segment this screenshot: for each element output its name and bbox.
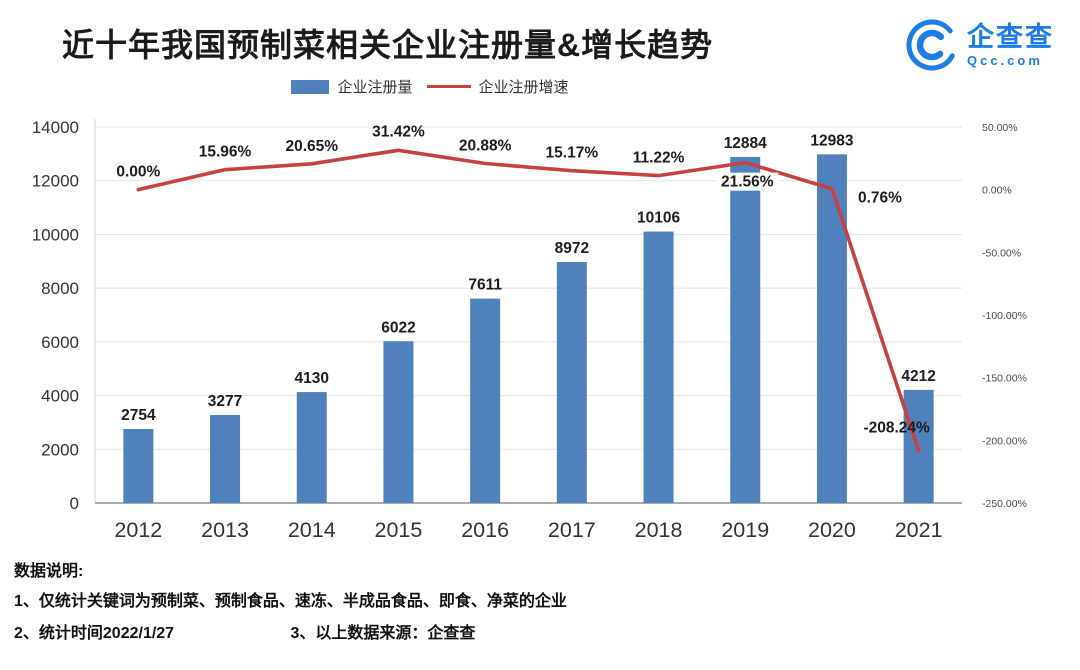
footnote-2: 2、统计时间2022/1/27 [14, 625, 175, 642]
left-axis-tick: 12000 [32, 172, 79, 191]
left-axis-tick: 10000 [32, 225, 79, 244]
logo-domain: Qcc.com [967, 52, 1043, 68]
x-axis-label: 2020 [808, 518, 856, 542]
growth-line [136, 148, 921, 453]
right-axis-tick: 50.00% [982, 122, 1018, 134]
bar-2019 [730, 156, 761, 503]
bar-value-label: 2754 [121, 407, 156, 424]
x-axis-label: 2015 [375, 518, 423, 542]
combo-chart: 0 2000 4000 6000 8000 10000 12000 14000 50.00% 0.… [0, 99, 1080, 551]
x-axis-label: 2018 [635, 518, 683, 542]
right-axis-tick: 0.00% [982, 185, 1012, 197]
line-point-label: 20.88% [459, 137, 512, 154]
left-axis-tick: 4000 [41, 387, 79, 406]
x-axis-label: 2021 [895, 518, 943, 542]
right-axis-tick: -150.00% [982, 373, 1027, 385]
bar-2014 [296, 392, 327, 503]
footnote-1: 1、仅统计关键词为预制菜、预制食品、速冻、半成品食品、即食、净菜的企业 [14, 593, 567, 610]
header: 近十年我国预制菜相关企业注册量&增长趋势 企查查 Qcc.com [0, 0, 1080, 72]
footnote-3: 3、以上数据来源：企查查 [290, 625, 476, 642]
qcc-logo-icon [906, 19, 958, 71]
line-point-label: 15.17% [546, 145, 599, 162]
right-axis-tick: -100.00% [982, 310, 1027, 322]
bar-value-label: 3277 [208, 393, 242, 410]
line-point-label: 31.42% [372, 123, 425, 140]
left-axis-tick: 0 [70, 494, 79, 513]
qcc-logo-text: 企查查 Qcc.com [967, 21, 1054, 68]
right-axis-tick: -250.00% [982, 498, 1027, 510]
x-axis-label: 2012 [114, 518, 162, 542]
bar-2015 [383, 341, 414, 503]
line-point-label: 15.96% [199, 144, 252, 161]
chart-canvas: 0 2000 4000 6000 8000 10000 12000 14000 50.00% 0.… [32, 118, 1027, 542]
bar-2018 [643, 231, 674, 503]
bar-value-label: 4212 [901, 368, 935, 385]
footnote-heading: 数据说明: [14, 563, 84, 580]
line-point-label: 20.65% [285, 138, 338, 155]
bar-value-label: 12983 [810, 132, 853, 149]
line-point-label: 21.56% [721, 174, 774, 191]
page-title: 近十年我国预制菜相关企业注册量&增长趋势 [62, 27, 714, 63]
x-axis-label: 2014 [288, 518, 336, 542]
x-axis-label: 2013 [201, 518, 249, 542]
bar-2017 [556, 262, 587, 503]
bar-value-label: 8972 [555, 240, 589, 257]
bar-swatch-icon [291, 79, 330, 94]
x-axis-label: 2017 [548, 518, 596, 542]
bar-value-label: 6022 [381, 319, 415, 336]
line-point-label: 11.22% [633, 150, 685, 167]
chart-legend: 企业注册量 企业注册增速 [291, 76, 569, 97]
bar-value-label: 4130 [295, 370, 329, 387]
bar-2020 [816, 154, 847, 503]
qcc-logo: 企查查 Qcc.com [905, 18, 1054, 72]
bar-2016 [470, 298, 501, 503]
bar-value-label: 10106 [637, 210, 680, 227]
left-axis-tick: 2000 [41, 440, 79, 459]
logo-name: 企查查 [967, 21, 1054, 52]
bar-value-label: 12884 [724, 135, 767, 152]
left-axis-tick: 14000 [32, 118, 79, 137]
line-swatch-icon [426, 84, 471, 89]
bar-2013 [210, 414, 241, 503]
bar-value-label: 7611 [468, 277, 502, 294]
legend-item-bar: 企业注册量 [291, 76, 413, 97]
legend-item-line: 企业注册增速 [426, 76, 569, 97]
line-point-label: -208.24% [863, 420, 930, 437]
legend-line-label: 企业注册增速 [478, 79, 569, 96]
label-background [716, 172, 779, 191]
footnote-row-2: 2、统计时间2022/1/27 3、以上数据来源：企查查 [14, 619, 1080, 643]
right-axis-tick: -200.00% [982, 435, 1027, 447]
line-point-label: 0.76% [858, 190, 902, 207]
legend-bar-label: 企业注册量 [337, 79, 413, 96]
right-axis-tick: -50.00% [982, 247, 1021, 259]
line-point-label: 0.00% [116, 164, 160, 181]
footnotes: 数据说明: 1、仅统计关键词为预制菜、预制食品、速冻、半成品食品、即食、净菜的企… [0, 551, 1080, 643]
left-axis-tick: 8000 [41, 279, 79, 298]
bar-2012 [123, 429, 154, 503]
x-axis-label: 2019 [721, 518, 769, 542]
left-axis-tick: 6000 [41, 333, 79, 352]
x-axis-label: 2016 [461, 518, 509, 542]
